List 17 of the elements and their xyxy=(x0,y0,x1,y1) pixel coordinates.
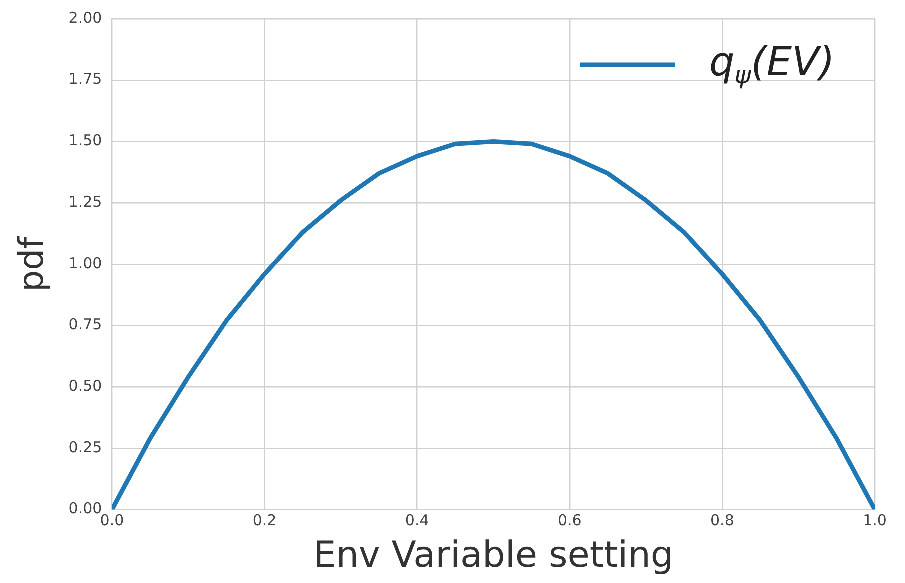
x-tick-label: 0.4 xyxy=(405,512,430,530)
x-tick-label: 0.6 xyxy=(558,512,582,530)
x-axis-title: Env Variable setting xyxy=(313,534,674,576)
y-tick-label: 1.25 xyxy=(68,192,102,211)
y-axis-title: pdf xyxy=(12,236,52,292)
y-tick-label: 0.00 xyxy=(68,500,102,518)
y-tick-label: 1.75 xyxy=(68,70,102,88)
x-tick-label: 0.0 xyxy=(100,512,124,530)
y-tick-label: 0.25 xyxy=(68,438,102,456)
y-tick-label: 0.75 xyxy=(68,316,102,334)
y-tick-label: 1.50 xyxy=(68,132,102,150)
x-tick-label: 0.2 xyxy=(252,512,277,530)
y-tick-label: 1.00 xyxy=(68,254,102,272)
y-tick-label: 2.00 xyxy=(68,8,102,27)
x-tick-label: 0.8 xyxy=(710,512,734,530)
y-tick-label: 0.50 xyxy=(68,376,102,395)
x-tick-label: 1.0 xyxy=(863,512,887,530)
